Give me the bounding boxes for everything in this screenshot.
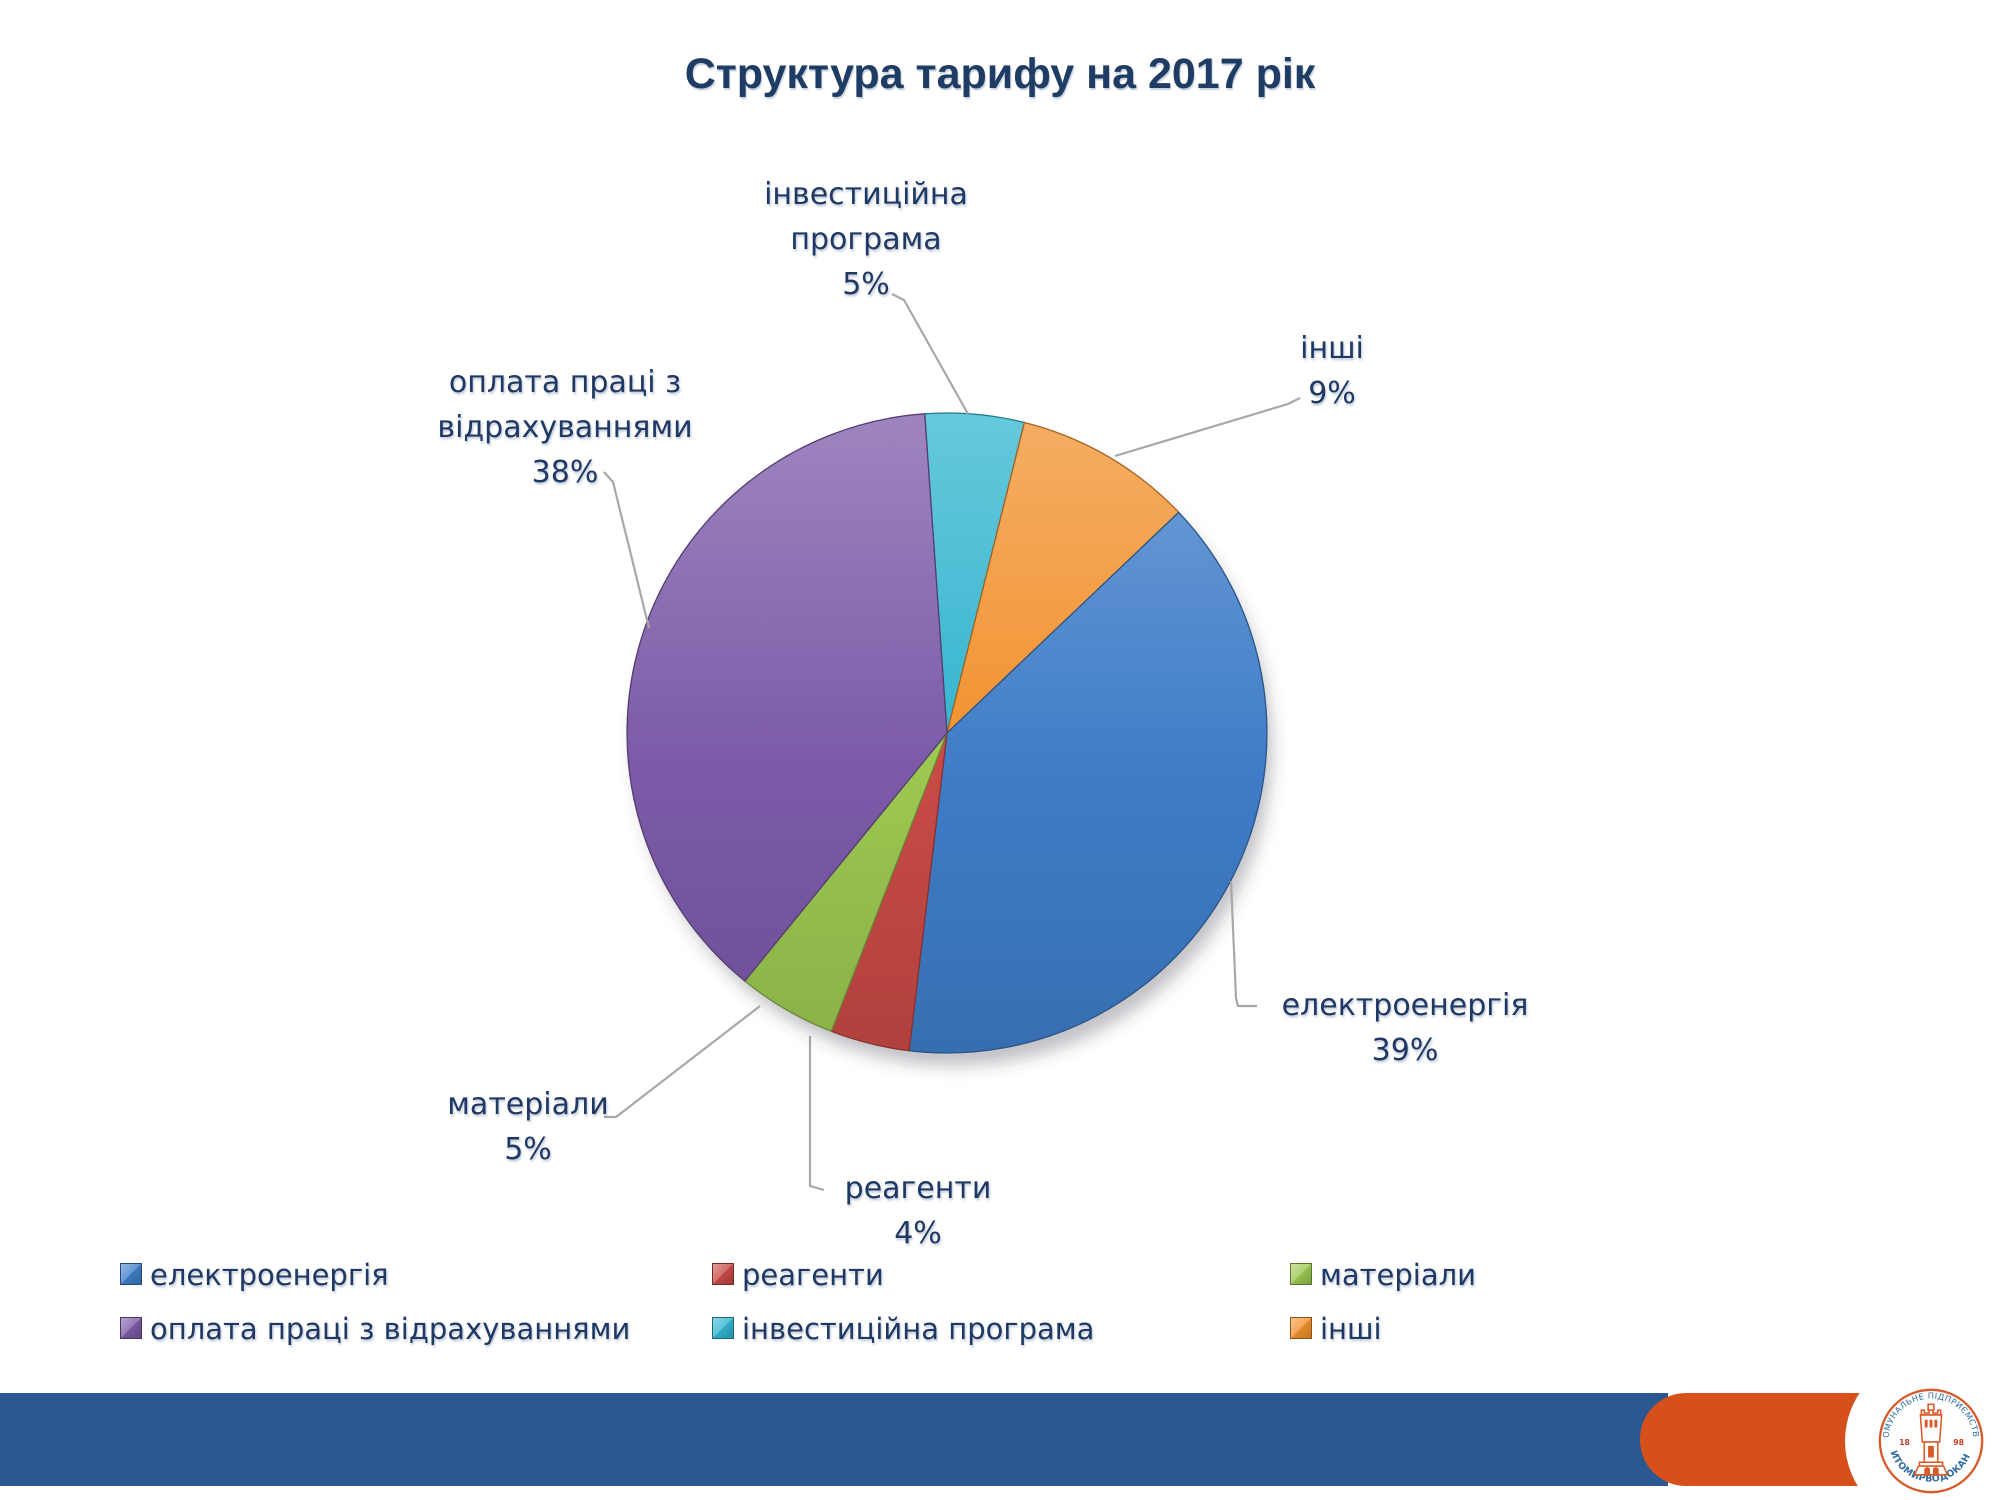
legend-item-other: інші xyxy=(1290,1312,1382,1346)
leader-line-labor xyxy=(603,471,651,629)
leader-line-reagents xyxy=(808,1036,825,1192)
legend-label: оплата праці з відрахуваннями xyxy=(150,1312,631,1346)
label-other: інші 9% xyxy=(1300,331,1364,411)
leader-line-investment xyxy=(891,293,969,415)
legend-label: інші xyxy=(1320,1312,1382,1346)
water-tower-icon xyxy=(1913,1403,1949,1476)
legend-swatch-other xyxy=(1290,1317,1312,1339)
leader-line-materials xyxy=(604,1005,761,1119)
label-investment-program: інвестиційна програма 5% xyxy=(764,177,968,302)
leader-line-other xyxy=(1114,397,1301,458)
legend-label: електроенергія xyxy=(150,1258,389,1292)
legend-label: реагенти xyxy=(742,1258,884,1292)
legend-swatch-reagents xyxy=(712,1263,734,1285)
legend-swatch-labor xyxy=(120,1317,142,1339)
label-electricity: електроенергія 39% xyxy=(1281,988,1529,1068)
legend-label: матеріали xyxy=(1320,1258,1477,1292)
footer-bar-blue xyxy=(0,1393,1668,1486)
page-title: Структура тарифу на 2017 рік xyxy=(684,50,1316,98)
pie-slice-other xyxy=(946,421,1180,734)
legend-item-reagents: реагенти xyxy=(712,1258,884,1292)
legend-item-materials: матеріали xyxy=(1290,1258,1476,1292)
pie-slice-labor xyxy=(626,413,948,982)
legend-swatch-investment xyxy=(712,1317,734,1339)
legend-item-labor: оплата праці з відрахуваннями xyxy=(120,1312,630,1346)
label-reagents: реагенти 4% xyxy=(844,1171,992,1251)
leader-line-electricity xyxy=(1229,880,1257,1008)
legend-item-investment: інвестиційна програма xyxy=(712,1312,1094,1346)
legend-swatch-materials xyxy=(1290,1263,1312,1285)
logo-year-left: 18 xyxy=(1899,1438,1910,1447)
label-materials: матеріали 5% xyxy=(447,1087,609,1167)
label-labor-costs: оплата праці з відрахуваннями 38% xyxy=(437,365,693,490)
legend-item-electricity: електроенергія xyxy=(120,1258,389,1292)
legend-swatch-electricity xyxy=(120,1263,142,1285)
pie-slice-electricity xyxy=(908,511,1268,1054)
logo-year-right: 98 xyxy=(1953,1438,1964,1447)
company-logo: КОМУНАЛЬНЕ ПІДПРИЄМСТВО ЖИТОМИРВОДОКАНАЛ… xyxy=(1869,1377,1987,1497)
legend-label: інвестиційна програма xyxy=(742,1312,1095,1346)
